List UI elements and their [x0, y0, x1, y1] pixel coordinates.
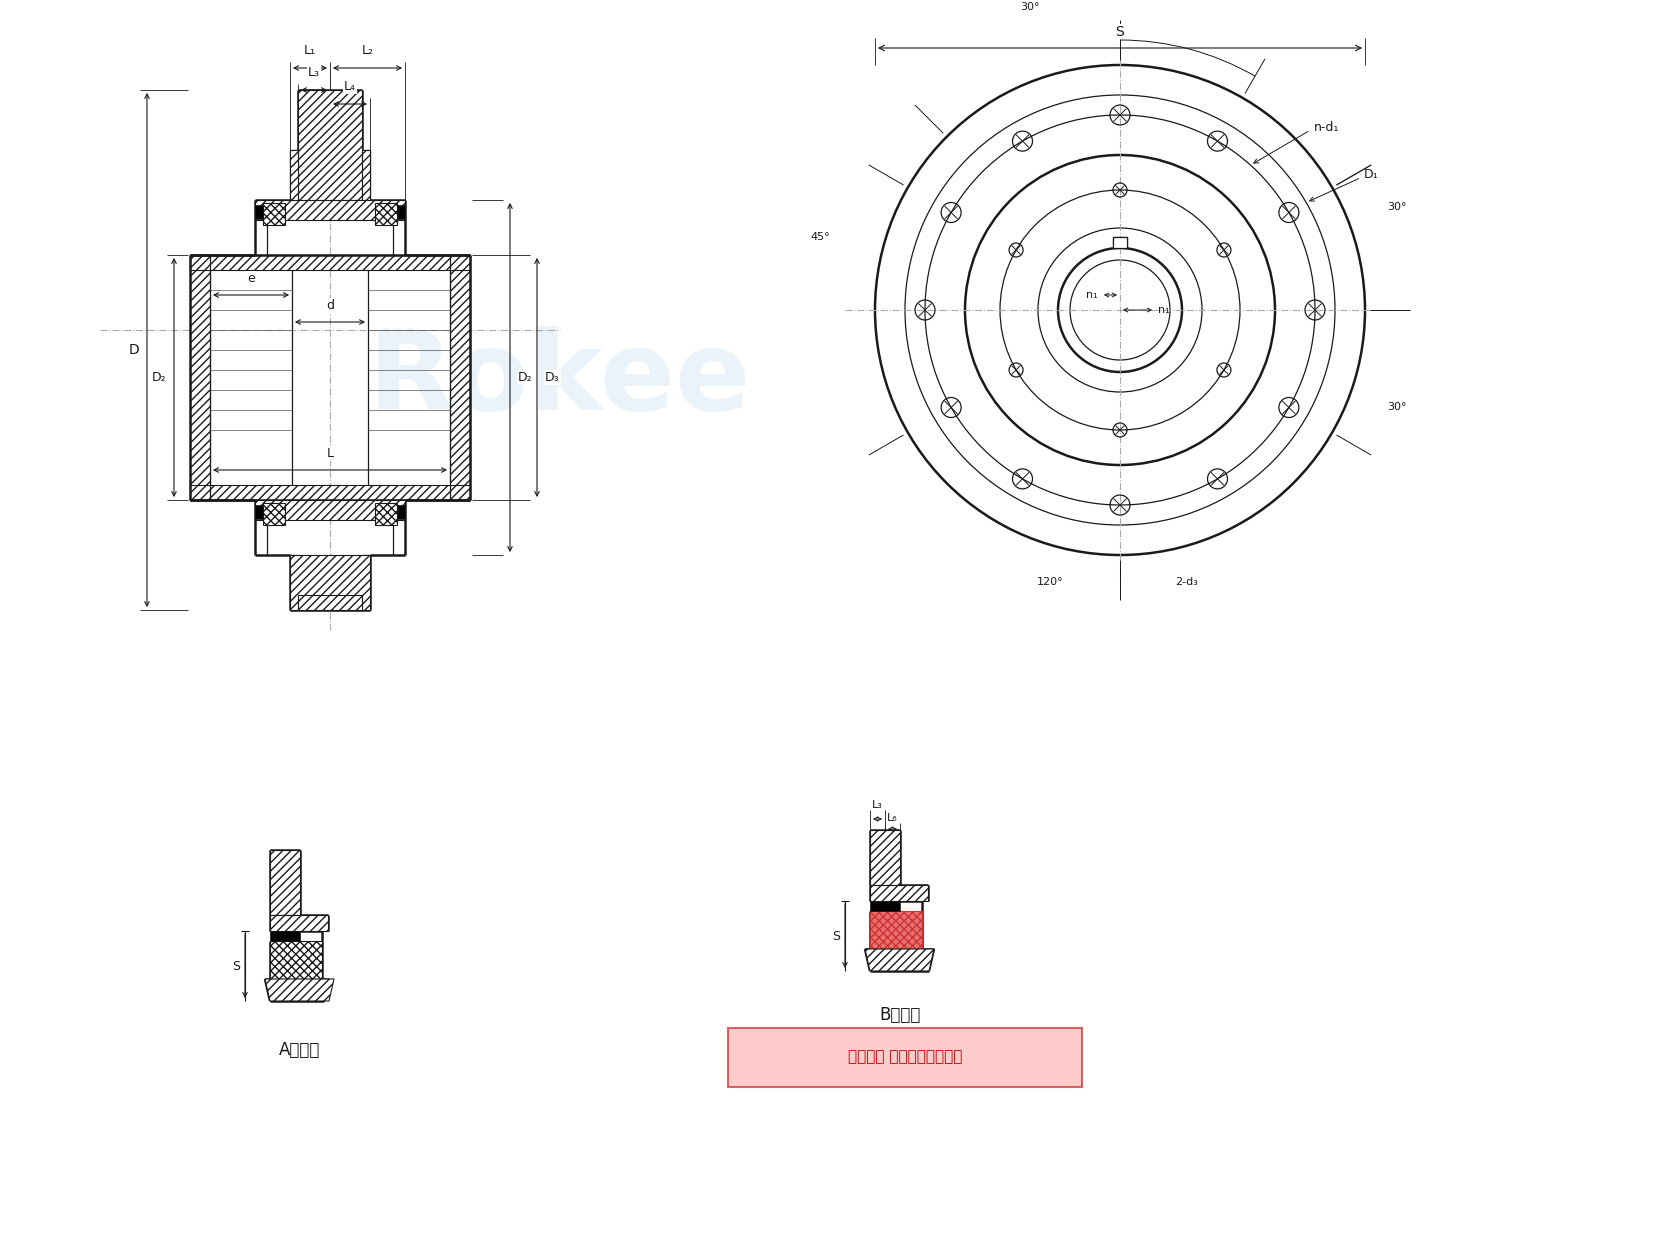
Text: D₁: D₁: [1364, 168, 1379, 181]
Text: n₁: n₁: [1087, 290, 1099, 300]
Polygon shape: [297, 89, 361, 200]
Text: L: L: [326, 447, 334, 460]
Text: L₁: L₁: [304, 44, 316, 57]
Text: B型结构: B型结构: [879, 1005, 921, 1024]
Polygon shape: [870, 885, 927, 901]
Bar: [396, 205, 405, 219]
Bar: [870, 901, 900, 911]
Text: 版权所有 侵权必被严厉追究: 版权所有 侵权必被严厉追究: [848, 1050, 963, 1065]
Polygon shape: [870, 830, 900, 885]
Polygon shape: [361, 150, 370, 200]
Text: L₃: L₃: [872, 800, 884, 810]
Polygon shape: [291, 554, 370, 610]
Bar: [255, 205, 264, 219]
Text: 45°: 45°: [810, 232, 830, 242]
Polygon shape: [270, 915, 328, 931]
Text: D₂: D₂: [517, 370, 533, 384]
Bar: [396, 505, 405, 519]
Polygon shape: [190, 485, 470, 500]
Text: n-d₁: n-d₁: [1314, 121, 1339, 134]
Polygon shape: [190, 255, 210, 500]
FancyBboxPatch shape: [727, 1028, 1082, 1087]
Text: 30°: 30°: [1020, 3, 1040, 13]
Text: Rokee: Rokee: [368, 326, 751, 433]
Text: L₄: L₄: [344, 79, 356, 93]
Bar: [264, 503, 286, 525]
Bar: [270, 941, 323, 979]
Bar: [255, 505, 264, 519]
Text: S: S: [1116, 25, 1124, 39]
Text: 2-d₃: 2-d₃: [1174, 577, 1198, 587]
Text: A型结构: A型结构: [279, 1041, 321, 1058]
Text: 30°: 30°: [1388, 402, 1406, 412]
Text: S: S: [232, 960, 240, 973]
Polygon shape: [297, 595, 361, 610]
Polygon shape: [265, 979, 334, 1000]
Polygon shape: [255, 500, 405, 520]
Text: S: S: [832, 930, 840, 942]
Polygon shape: [190, 255, 470, 270]
Bar: [1114, 237, 1127, 248]
Bar: [270, 931, 301, 941]
Bar: [375, 203, 396, 226]
Text: D₂: D₂: [151, 370, 166, 384]
Text: D₃: D₃: [544, 370, 559, 384]
Text: L₆: L₆: [887, 813, 897, 823]
Bar: [264, 203, 286, 226]
Text: 30°: 30°: [1388, 202, 1406, 212]
Polygon shape: [450, 255, 470, 500]
Polygon shape: [255, 200, 405, 220]
Text: L₃: L₃: [307, 66, 319, 79]
Text: e: e: [247, 272, 255, 285]
Text: n₁: n₁: [1158, 305, 1169, 315]
Text: L₂: L₂: [361, 44, 373, 57]
Bar: [375, 503, 396, 525]
Polygon shape: [270, 850, 301, 915]
Text: 120°: 120°: [1037, 577, 1063, 587]
Polygon shape: [865, 949, 934, 971]
Bar: [870, 911, 922, 949]
Text: D: D: [128, 343, 139, 357]
Text: d: d: [326, 299, 334, 312]
Polygon shape: [291, 150, 297, 200]
